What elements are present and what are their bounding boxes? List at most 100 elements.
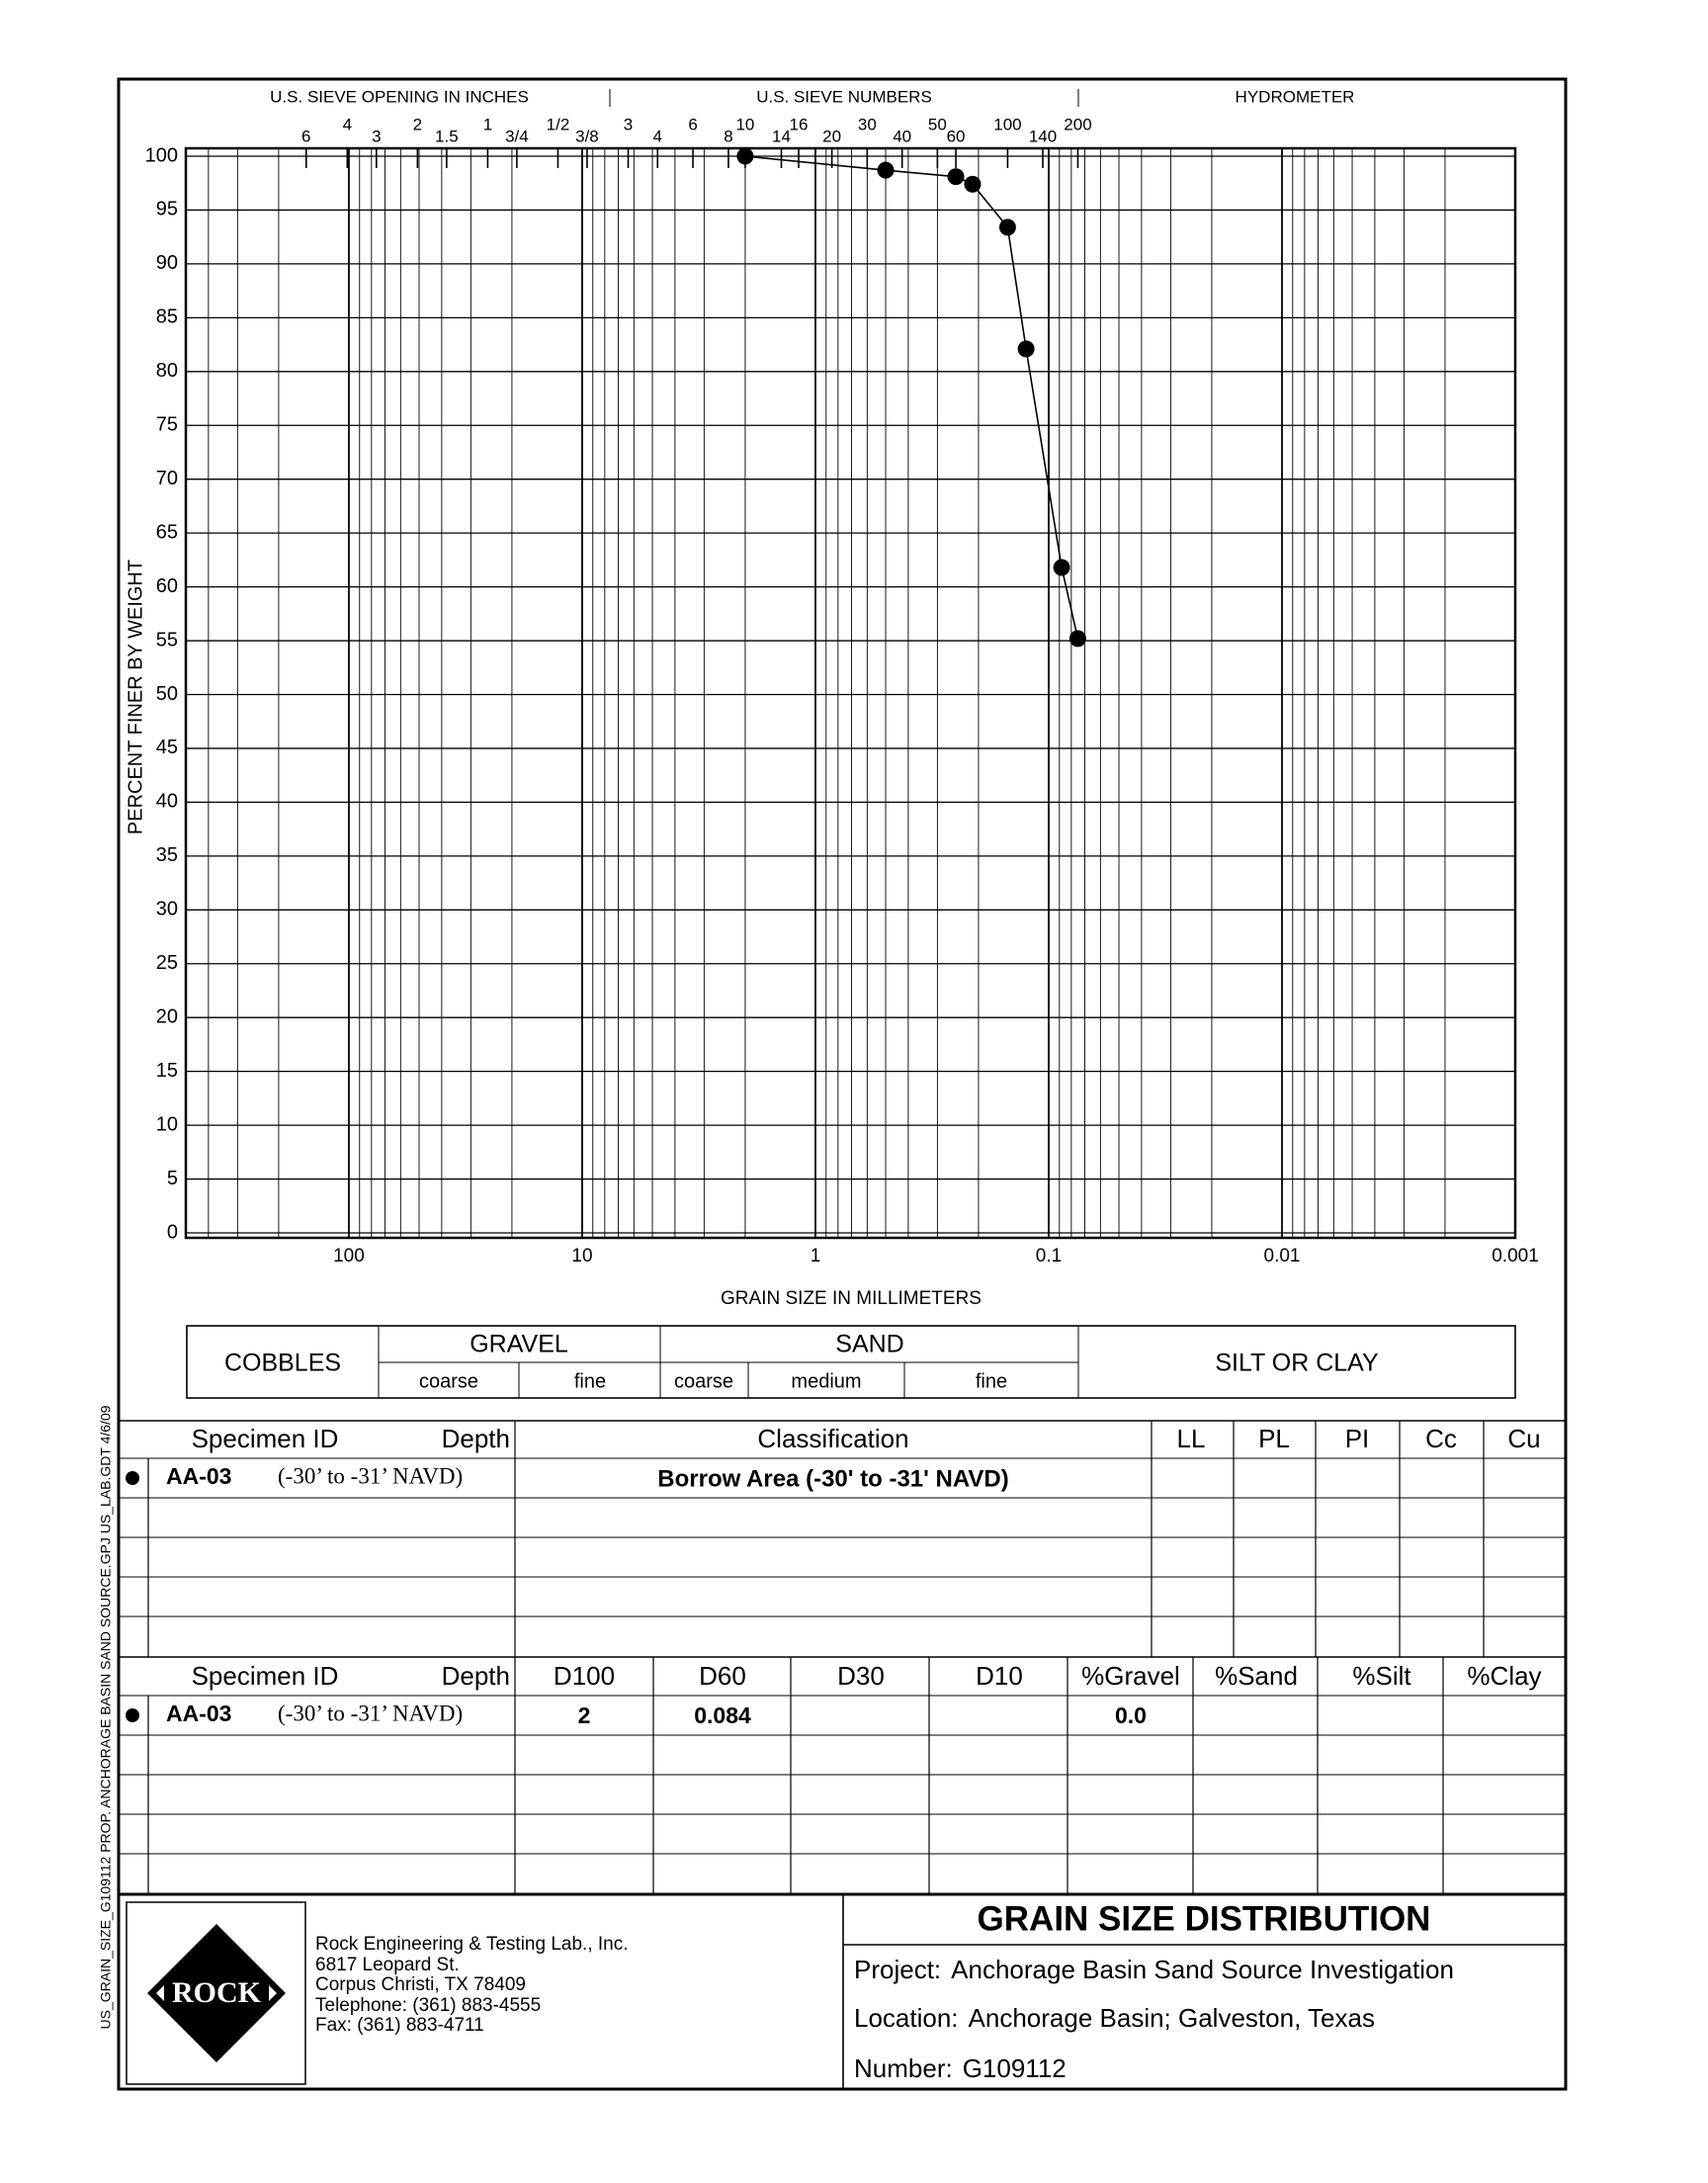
logo-box [126,1901,306,2085]
y-tick-label: 80 [156,360,178,382]
cell: 0.084 [694,1703,751,1728]
specimen-symbol [126,1471,139,1485]
y-tick-label: 95 [156,199,178,220]
field-value: G109112 [963,2053,1067,2083]
top-tick-label: 1.5 [435,127,459,145]
top-tick-label: 140 [1029,127,1057,145]
y-tick-label: 35 [156,844,178,866]
data-point [1053,559,1070,576]
top-tick-label: 20 [822,127,841,145]
top-tick-label: 10 [735,115,754,133]
top-tick-label: 1 [483,115,492,133]
chart: 0510152025303540455055606570758085909510… [145,115,1539,1266]
company-line: 6817 Leopard St. [315,1955,460,1975]
top-tick-label: 4 [653,127,662,145]
top-tick-label: 8 [724,127,732,145]
top-header: U.S. SIEVE NUMBERS [756,87,932,106]
column-header: Specimen ID [192,1661,339,1691]
column-header: %Silt [1352,1661,1411,1691]
top-tick-label: 6 [301,127,310,145]
top-tick-label: 3 [624,115,633,133]
column-header: PI [1345,1424,1370,1453]
y-tick-label: 5 [167,1168,178,1189]
soil-subclass: coarse [419,1370,478,1392]
y-tick-label: 70 [156,468,178,489]
y-tick-label: 25 [156,952,178,974]
field-label: Location: [854,2003,959,2033]
y-tick-label: 45 [156,737,178,758]
report-field: Number: G109112 [854,2053,1067,2083]
y-tick-label: 0 [167,1221,178,1243]
top-header: HYDROMETER [1236,87,1355,106]
x-tick-label: 100 [333,1246,365,1266]
soil-class: SAND [835,1331,903,1358]
x-tick-label: 0.001 [1492,1246,1539,1266]
top-tick-label: 50 [928,115,947,133]
column-header: %Sand [1215,1661,1298,1691]
cell: (-30’ to -31’ NAVD) [278,1463,463,1488]
y-tick-label: 40 [156,791,178,813]
column-header: %Gravel [1081,1661,1180,1691]
cell: Borrow Area (-30' to -31' NAVD) [657,1465,1008,1492]
report-field: Location: Anchorage Basin; Galveston, Tex… [854,2003,1375,2033]
top-header: U.S. SIEVE OPENING IN INCHES [270,87,529,106]
top-tick-label: 2 [413,115,422,133]
data-point [1068,630,1086,648]
column-header: Depth [442,1661,510,1691]
top-tick-label: 4 [343,115,352,133]
column-header: Specimen ID [192,1424,339,1453]
specimen-symbol [126,1708,139,1722]
y-tick-label: 10 [156,1113,178,1135]
top-tick-label: 60 [947,127,966,145]
x-tick-label: 10 [571,1246,592,1266]
tables: Specimen ID Depth Classification LL PL PI Cc Cu… [119,1421,1566,1894]
cell: (-30’ to -31’ NAVD) [278,1701,463,1725]
field-value: Anchorage Basin Sand Source Investigatio… [951,1955,1454,1984]
data-point [736,147,754,165]
y-tick-label: 65 [156,521,178,543]
field-label: Project: [854,1955,941,1984]
column-header: Cc [1425,1424,1457,1453]
top-tick-label: 3/4 [505,127,529,145]
logo-diamond [147,1924,286,2062]
cell: 0.0 [1115,1703,1147,1728]
cell: AA-03 [166,1463,231,1489]
data-point [947,168,965,186]
x-tick-label: 0.1 [1036,1246,1062,1266]
top-tick-label: 30 [858,115,877,133]
soil-class-box [186,1325,1516,1399]
cell: 2 [578,1703,591,1728]
logo-arrow [269,1985,277,2001]
soil-subclass: fine [574,1370,606,1392]
y-tick-label: 50 [156,683,178,705]
x-tick-label: 1 [811,1246,821,1266]
y-axis-label: PERCENT FINER BY WEIGHT [125,560,146,834]
company-line: Rock Engineering & Testing Lab., Inc. [315,1934,629,1955]
soil-class: COBBLES [224,1350,341,1377]
y-tick-label: 100 [145,144,178,166]
top-tick-label: 3/8 [575,127,599,145]
soil-class: GRAVEL [470,1331,568,1358]
top-tick-label: 1/2 [547,115,570,133]
column-header: LL [1177,1424,1206,1453]
column-header: Depth [442,1424,510,1453]
column-header: D10 [976,1661,1023,1691]
y-tick-label: 15 [156,1060,178,1082]
y-tick-label: 90 [156,252,178,274]
company-line: Corpus Christi, TX 78409 [315,1974,526,1995]
soil-subclass: medium [791,1370,861,1392]
top-tick-label: 200 [1064,115,1091,133]
field-value: Anchorage Basin; Galveston, Texas [969,2003,1375,2033]
y-tick-label: 20 [156,1005,178,1027]
data-point [877,161,895,179]
y-tick-label: 85 [156,306,178,328]
logo-text: ROCK [172,1976,262,2009]
sheet-border [117,77,1568,2091]
column-header: Cu [1507,1424,1540,1453]
soil-class: SILT OR CLAY [1215,1350,1379,1377]
column-header: D100 [554,1661,615,1691]
top-tick-label: 100 [993,115,1021,133]
top-tick-label: 3 [372,127,381,145]
column-header: Classification [757,1424,908,1453]
